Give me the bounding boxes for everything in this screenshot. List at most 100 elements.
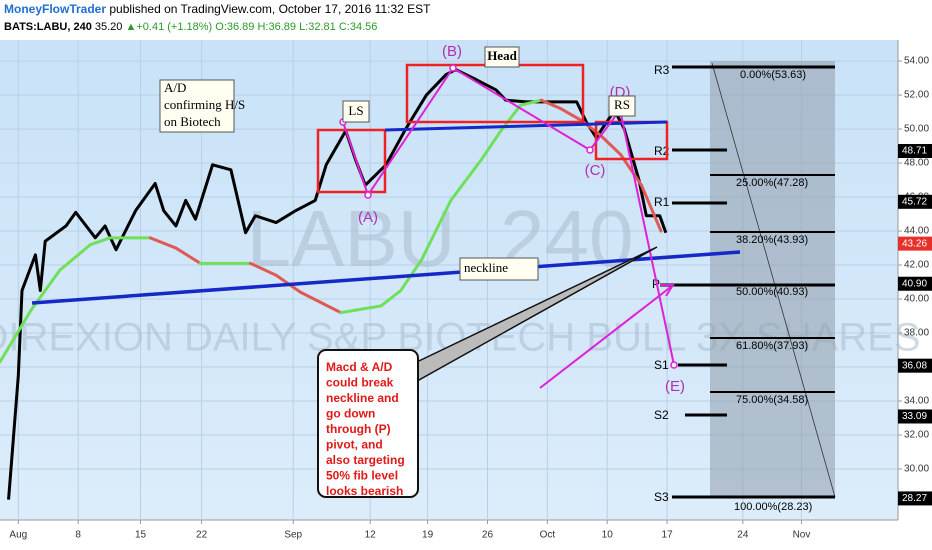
- fib-label: 50.00%(40.93): [736, 286, 808, 298]
- fib-label: 61.80%(37.93): [736, 340, 808, 352]
- average-segment: [88, 236, 112, 247]
- x-tick-label: 26: [482, 530, 494, 541]
- publish-line: MoneyFlowTrader published on TradingView…: [0, 0, 932, 18]
- fib-zone: [710, 61, 835, 498]
- projection-arrow: [539, 285, 673, 389]
- fib-label: 38.20%(43.93): [736, 234, 808, 246]
- pivot-label: R1: [654, 195, 670, 209]
- fib-label: 100.00%(28.23): [734, 501, 812, 513]
- price-tag-label: 48.71: [902, 146, 927, 157]
- y-tick-label: 32.00: [904, 430, 929, 441]
- levels: [660, 65, 835, 499]
- wave-label: (A): [358, 209, 378, 226]
- watermark-ticker: LABU, 240: [247, 194, 634, 283]
- price-tag-label: 43.26: [902, 238, 927, 249]
- open: O:36.89: [215, 21, 255, 33]
- pivot-label: S2: [654, 408, 669, 422]
- price-tag-label: 45.72: [902, 196, 927, 207]
- x-tick-label: 24: [737, 530, 749, 541]
- head-label: Head: [487, 48, 517, 63]
- average-segment: [559, 107, 584, 123]
- y-tick-label: 48.00: [904, 158, 929, 169]
- note-box: [608, 95, 636, 117]
- average-segment: [639, 183, 663, 233]
- average-segment: [539, 98, 563, 111]
- ls-label: LS: [348, 103, 363, 118]
- average-segment: [420, 198, 453, 262]
- high: H:36.89: [257, 21, 296, 33]
- y-tick-label: 40.00: [904, 294, 929, 305]
- callout-line: also targeting: [326, 453, 405, 467]
- average-segment: [339, 304, 383, 315]
- note-box: [342, 100, 370, 123]
- note-box: [459, 257, 539, 281]
- arrow: ▲: [125, 21, 137, 33]
- x-tick-label: 12: [365, 530, 377, 541]
- x-tick-label: 8: [75, 530, 81, 541]
- price-tag-label: 40.90: [902, 278, 927, 289]
- y-tick-label: 50.00: [904, 124, 929, 135]
- neckline-label: neckline: [464, 260, 508, 275]
- pivot-label: R3: [654, 63, 670, 77]
- average-segment: [248, 261, 278, 277]
- x-tick-label: Nov: [793, 530, 811, 541]
- callout-line: could break: [326, 376, 394, 390]
- fib-label: 75.00%(34.58): [736, 394, 808, 406]
- price-tag: [898, 409, 932, 424]
- note-box: [484, 46, 520, 68]
- last: 35.20: [94, 21, 123, 33]
- symbol-line: BATS:LABU, 240 35.20 ▲+0.41 (+1.18%) O:3…: [0, 18, 932, 36]
- average-segment: [479, 129, 503, 162]
- callout-line: Macd & A/D: [326, 360, 393, 374]
- ad-note: A/D: [164, 80, 186, 95]
- callout-line: 50% fib level: [326, 469, 398, 483]
- ad-note: on Biotech: [164, 114, 221, 129]
- header: MoneyFlowTrader published on TradingView…: [0, 0, 932, 40]
- symbol: BATS:LABU, 240: [4, 21, 92, 33]
- price-tag-label: 28.27: [902, 493, 927, 504]
- price-tag: [898, 236, 932, 251]
- ad-note: confirming H/S: [164, 97, 245, 112]
- arrow-head: [660, 284, 675, 297]
- wave-point: [670, 361, 678, 369]
- callout-line: neckline and: [326, 391, 399, 405]
- wave-point: [364, 191, 372, 199]
- price-tag: [898, 358, 932, 373]
- average-segment: [379, 289, 403, 308]
- y-tick-label: 34.00: [904, 396, 929, 407]
- fib-label: 25.00%(47.28): [736, 177, 808, 189]
- price-line: [7, 68, 668, 500]
- x-tick-label: Sep: [284, 530, 302, 541]
- fib-trend: [711, 62, 836, 498]
- fib-label: 0.00%(53.63): [740, 69, 806, 81]
- average-segment: [148, 236, 178, 250]
- neckline: [31, 250, 741, 305]
- x-axis-area: [0, 520, 932, 550]
- pivot-label: R2: [654, 144, 670, 158]
- y-tick-label: 44.00: [904, 226, 929, 237]
- published: published on TradingView.com, October 17…: [109, 2, 431, 16]
- wave-label: (B): [442, 43, 462, 60]
- x-tick-label: 19: [422, 530, 434, 541]
- close: C:34.56: [338, 21, 378, 33]
- price-tag: [898, 194, 932, 209]
- y-tick-label: 30.00: [904, 464, 929, 475]
- callout-line: go down: [326, 407, 375, 421]
- y-tick-label: 52.00: [904, 90, 929, 101]
- y-tick-label: 54.00: [904, 56, 929, 67]
- callout-line: through (P): [326, 422, 391, 436]
- note-box: [159, 79, 235, 133]
- wave-point: [449, 64, 457, 72]
- callout-box: [317, 349, 419, 498]
- low: L:32.81: [299, 21, 336, 33]
- rs-label: RS: [614, 97, 630, 112]
- price-tag: [898, 143, 932, 158]
- wave-point: [586, 146, 594, 154]
- price-tag-label: 33.09: [902, 411, 927, 422]
- average-segment: [518, 98, 543, 107]
- x-tick-label: 10: [602, 530, 614, 541]
- price-tag: [898, 491, 932, 506]
